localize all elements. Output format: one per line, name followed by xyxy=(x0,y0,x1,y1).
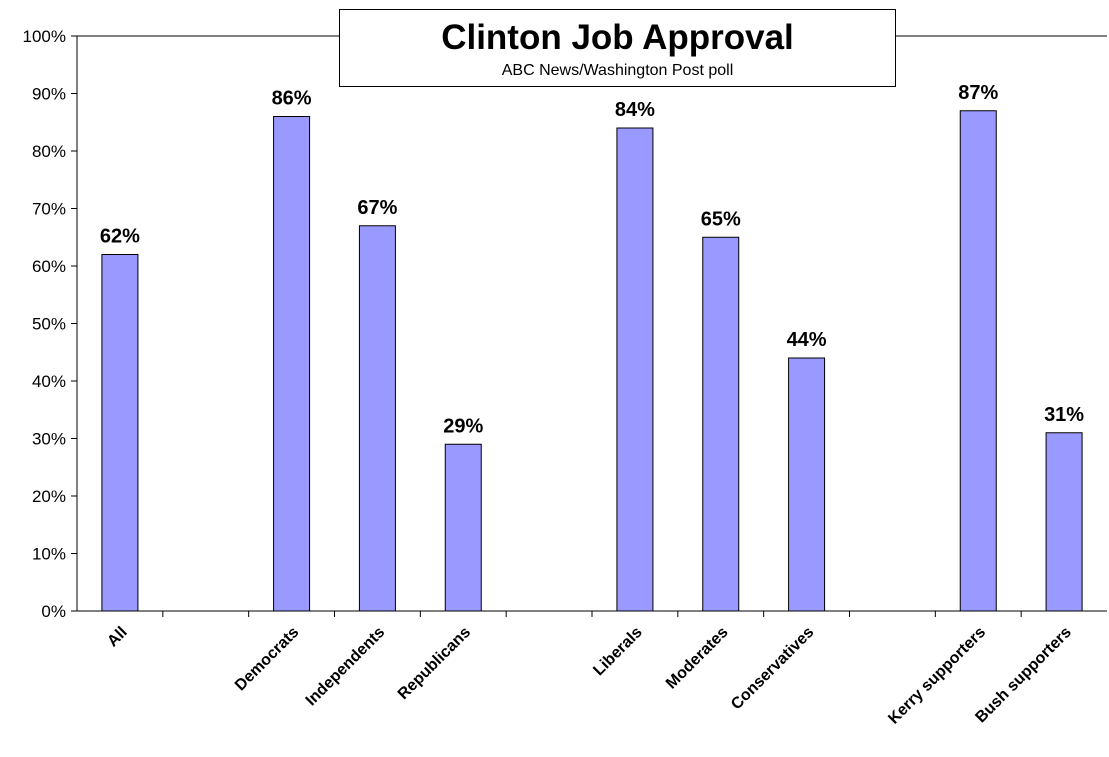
bar xyxy=(101,254,139,612)
bar xyxy=(444,443,482,612)
data-labels: 62% 86% 67% 29% 84% 65% 44% 87% 31% xyxy=(100,82,1084,438)
data-label: 86% xyxy=(272,88,312,110)
x-tick-label: Bush supporters xyxy=(972,624,1075,727)
y-tick-label: 80% xyxy=(32,142,66,161)
bar xyxy=(1045,432,1083,612)
y-tick-label: 90% xyxy=(32,85,66,104)
x-tick-label: Moderates xyxy=(663,624,732,693)
chart-title: Clinton Job Approval xyxy=(441,18,794,57)
y-tick-label: 100% xyxy=(23,27,66,46)
bars xyxy=(101,110,1083,612)
y-tick-label: 60% xyxy=(32,257,66,276)
x-axis-ticks: All Democrats Independents Republicans Liber… xyxy=(104,611,1075,728)
y-tick-label: 20% xyxy=(32,487,66,506)
x-tick-label: Independents xyxy=(303,624,389,710)
y-tick-label: 30% xyxy=(32,430,66,449)
y-tick-label: 70% xyxy=(32,200,66,219)
x-tick-label: Conservatives xyxy=(728,624,817,713)
y-tick-label: 40% xyxy=(32,372,66,391)
x-tick-label: All xyxy=(104,624,130,650)
data-label: 67% xyxy=(357,197,397,219)
bar xyxy=(616,127,654,612)
data-label: 87% xyxy=(958,82,998,104)
bar xyxy=(273,116,311,612)
bar xyxy=(788,357,826,612)
data-label: 62% xyxy=(100,226,140,248)
data-label: 31% xyxy=(1044,404,1084,426)
y-tick-label: 0% xyxy=(41,602,66,621)
x-tick-label: Democrats xyxy=(232,624,303,695)
data-label: 44% xyxy=(787,329,827,351)
bar xyxy=(358,225,396,612)
bar xyxy=(959,110,997,612)
y-tick-label: 10% xyxy=(32,545,66,564)
y-axis-ticks: 0% 10% 20% 30% 40% 50% 60% 70% 80% 90% 100% xyxy=(23,27,77,621)
bar xyxy=(702,236,740,612)
x-tick-label: Liberals xyxy=(590,624,645,679)
chart-title-box: Clinton Job Approval ABC News/Washington… xyxy=(339,9,896,87)
y-tick-label: 50% xyxy=(32,315,66,334)
data-label: 29% xyxy=(443,415,483,437)
data-label: 65% xyxy=(701,208,741,230)
chart-subtitle: ABC News/Washington Post poll xyxy=(501,62,734,79)
data-label: 84% xyxy=(615,99,655,121)
x-tick-label: Republicans xyxy=(395,624,474,703)
